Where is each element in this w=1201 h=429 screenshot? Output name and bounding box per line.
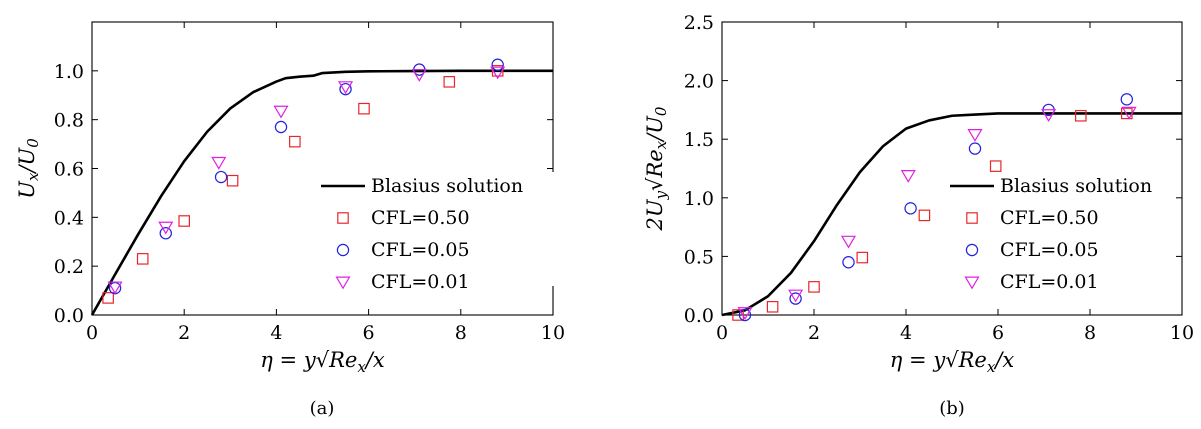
y-tick-label: 0.4 xyxy=(54,207,84,229)
x-axis-label: η = y√Rex​/x xyxy=(260,348,385,376)
series-line-blasius xyxy=(721,112,1182,317)
data-point xyxy=(918,209,931,222)
data-point xyxy=(1041,109,1057,122)
data-point xyxy=(904,202,917,215)
x-tick-label: 10 xyxy=(1170,322,1194,344)
y-tick-label: 0.2 xyxy=(54,256,84,278)
data-point xyxy=(358,102,370,115)
legend-entry-label: CFL=0.05 xyxy=(1000,239,1099,261)
x-tick-label: 4 xyxy=(270,322,282,344)
panel-caption: (a) xyxy=(310,398,335,419)
data-point xyxy=(102,292,114,304)
x-tick-label: 6 xyxy=(992,322,1004,344)
legend-entry-label: CFL=0.50 xyxy=(371,207,470,229)
x-tick-label: 2 xyxy=(178,322,190,344)
data-point xyxy=(989,160,1002,172)
plot-frame xyxy=(721,21,1183,316)
data-point xyxy=(107,281,123,295)
data-point xyxy=(214,170,228,184)
y-tick-label: 2.0 xyxy=(684,71,714,93)
y-tick-label: 0.8 xyxy=(54,110,84,132)
data-point xyxy=(491,65,504,77)
legend-marker-swatch xyxy=(335,276,351,290)
data-point xyxy=(491,58,504,71)
y-tick-label: 1.5 xyxy=(684,129,714,151)
x-tick-label: 8 xyxy=(455,322,467,344)
y-tick-label: 0.0 xyxy=(684,305,714,327)
y-tick-label: 0.6 xyxy=(54,159,84,181)
data-point xyxy=(967,129,983,142)
data-point xyxy=(338,81,354,95)
data-point xyxy=(273,105,289,119)
x-axis-label: η = y√Rex​/x xyxy=(890,348,1015,376)
panel-a: 0 2 4 6 8 10 0.0 0.2 0.4 0.6 0.8 1.0 η = y√Rex​/x Ux​… xyxy=(15,21,565,419)
series-line-blasius xyxy=(90,69,553,316)
data-point xyxy=(1121,106,1137,120)
data-point xyxy=(136,253,149,265)
data-point xyxy=(289,135,301,148)
x-tick-label: 0 xyxy=(86,322,98,344)
x-tick-label: 10 xyxy=(541,322,565,344)
legend-entry-label: CFL=0.01 xyxy=(371,271,470,293)
legend-entry-label: CFL=0.05 xyxy=(371,239,470,261)
panel-caption: (b) xyxy=(939,398,965,419)
y-axis-label: Ux​/U0​ xyxy=(15,138,42,199)
y-tick-label: 1.0 xyxy=(684,188,714,210)
legend-background xyxy=(942,172,1164,286)
data-point xyxy=(808,281,820,293)
x-tick-label: 4 xyxy=(900,322,912,344)
legend-entry-label: Blasius solution xyxy=(371,175,523,197)
data-point xyxy=(211,156,227,170)
data-point xyxy=(737,307,753,321)
x-tick-label: 8 xyxy=(1084,322,1096,344)
data-point xyxy=(158,221,174,235)
x-tick-label: 2 xyxy=(808,322,820,344)
data-point xyxy=(766,300,779,313)
legend-background xyxy=(313,172,556,286)
data-point xyxy=(900,170,916,183)
data-point xyxy=(788,289,804,303)
data-point xyxy=(968,142,982,155)
legend-marker-swatch xyxy=(966,212,978,224)
x-tick-label: 0 xyxy=(716,322,728,344)
legend-entry-label: CFL=0.50 xyxy=(1000,207,1099,229)
data-point xyxy=(226,174,239,187)
legend-marker-swatch xyxy=(964,276,980,290)
data-point xyxy=(490,66,506,80)
legend-marker-swatch xyxy=(965,243,979,257)
data-point xyxy=(159,227,172,240)
legend-entry-label: CFL=0.01 xyxy=(1000,271,1099,293)
panel-b: 0 2 4 6 8 10 0.0 0.5 1.0 1.5 2.0 2.5 η = y√Rex​/x 2Uy… xyxy=(643,12,1194,419)
data-point xyxy=(1074,109,1087,122)
data-point xyxy=(1120,93,1134,106)
legend-marker-swatch xyxy=(337,212,349,224)
data-point xyxy=(738,308,752,322)
data-point xyxy=(840,235,857,249)
y-tick-label: 0.5 xyxy=(684,246,714,268)
x-tick-label: 6 xyxy=(363,322,375,344)
data-point xyxy=(443,76,456,88)
data-point xyxy=(856,251,869,264)
data-point xyxy=(842,256,855,269)
data-point xyxy=(339,82,352,96)
y-tick-label: 1.0 xyxy=(54,61,84,83)
legend-marker-swatch xyxy=(336,243,350,257)
data-point xyxy=(789,292,802,305)
legend-entry-label: Blasius solution xyxy=(1000,175,1152,197)
data-point xyxy=(178,215,190,227)
y-axis-label: 2Uy​√Rex​/U0​ xyxy=(643,106,670,231)
y-tick-label: 0.0 xyxy=(54,305,84,327)
data-point xyxy=(411,69,427,82)
data-point xyxy=(274,120,288,134)
y-tick-label: 2.5 xyxy=(684,12,714,34)
